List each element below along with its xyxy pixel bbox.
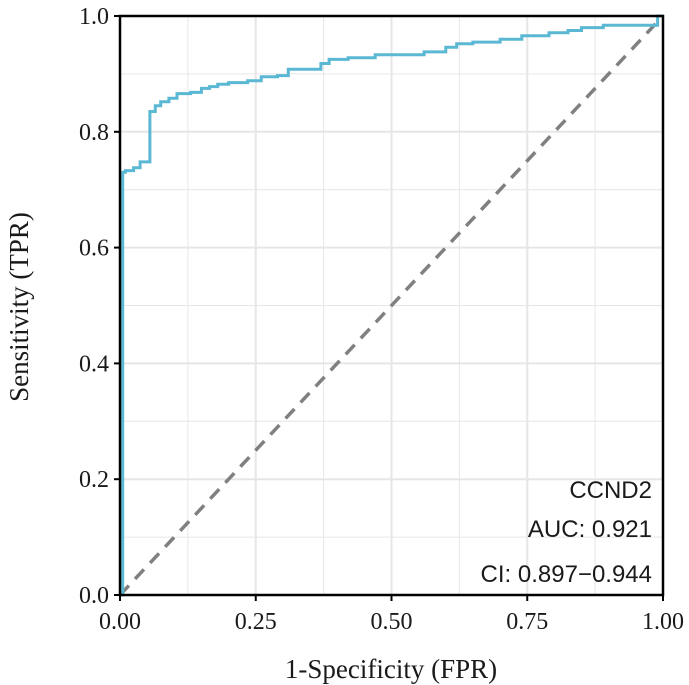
annotation-ci: CI: 0.897−0.944: [481, 561, 652, 588]
reference-line-group: [118, 14, 665, 597]
y-tick-label: 0.8: [79, 120, 109, 146]
annotation-gene: CCND2: [569, 477, 652, 504]
x-tick-label: 0.50: [371, 609, 413, 635]
roc-curve: [120, 14, 663, 597]
axis-ticks: 0.00 0.25 0.50 0.75 1.00 0.0 0.2 0.4 0.6 0.8 1.0: [79, 4, 684, 635]
x-tick-label: 0.25: [235, 609, 277, 635]
y-tick-label: 0.6: [79, 236, 109, 262]
y-tick-label: 0.2: [79, 467, 109, 493]
y-axis-label: Sensitivity (TPR): [4, 212, 34, 402]
x-tick-label: 1.00: [642, 609, 684, 635]
roc-curve-group: [120, 14, 663, 597]
annotation-auc: AUC: 0.921: [528, 516, 652, 543]
y-tick-label: 0.4: [79, 351, 109, 377]
y-tick-label: 1.0: [79, 4, 109, 30]
reference-line: [118, 14, 665, 597]
x-tick-label: 0.00: [99, 609, 141, 635]
x-tick-label: 0.75: [506, 609, 548, 635]
x-axis-label: 1-Specificity (FPR): [285, 654, 497, 684]
y-tick-label: 0.0: [79, 583, 109, 609]
